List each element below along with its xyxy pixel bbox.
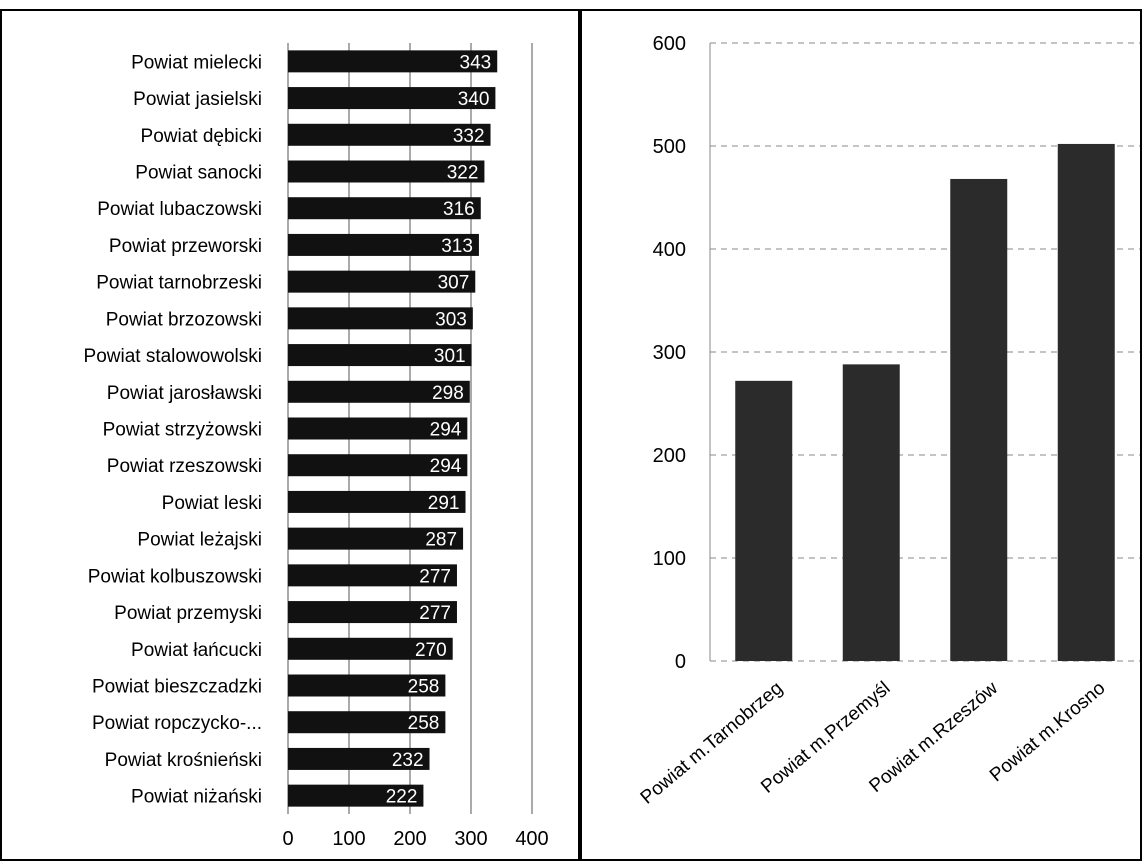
- bar: [288, 233, 479, 256]
- category-label: Powiat leski: [162, 493, 262, 514]
- category-label: Powiat tarnobrzeski: [96, 273, 262, 294]
- category-label: Powiat bieszczadzki: [92, 677, 262, 698]
- bar: [288, 527, 464, 550]
- bar: [288, 307, 473, 330]
- x-tick-label: 200: [393, 828, 426, 850]
- bar: [288, 123, 491, 146]
- bar: [288, 564, 457, 587]
- category-label: Powiat przemyski: [114, 603, 262, 624]
- bar: [288, 601, 457, 624]
- bar: [288, 454, 468, 477]
- bar-data-label: 258: [408, 713, 440, 734]
- bar: [288, 87, 496, 110]
- bar-data-label: 287: [425, 530, 457, 551]
- category-label: Powiat ropczycko-...: [92, 713, 262, 734]
- category-label: Powiat lubaczowski: [97, 199, 262, 220]
- bar: [288, 711, 446, 734]
- y-tick-label: 0: [675, 651, 686, 673]
- category-label: Powiat brzozowski: [106, 309, 262, 330]
- outer-border: [0, 9, 1142, 861]
- category-label: Powiat mielecki: [131, 52, 262, 73]
- bar: [288, 270, 476, 293]
- x-tick-label: 300: [454, 828, 487, 850]
- bar: [288, 344, 472, 367]
- bar-data-label: 294: [430, 456, 462, 477]
- bar: [288, 197, 481, 220]
- bar: [288, 380, 470, 403]
- bar-data-label: 332: [453, 126, 485, 147]
- bar: [288, 490, 466, 513]
- bar-data-label: 316: [443, 199, 475, 220]
- x-tick-label: 100: [332, 828, 365, 850]
- y-tick-label: 600: [653, 33, 686, 55]
- bar-data-label: 340: [458, 89, 490, 110]
- bar: [288, 637, 453, 660]
- y-tick-label: 500: [653, 136, 686, 158]
- category-label: Powiat stalowowolski: [84, 346, 262, 367]
- bar-data-label: 277: [419, 603, 451, 624]
- category-label: Powiat dębicki: [141, 126, 262, 147]
- category-label: Powiat krośnieński: [105, 750, 262, 771]
- bar-data-label: 301: [434, 346, 466, 367]
- bar-data-label: 270: [415, 640, 447, 661]
- bar: [950, 178, 1008, 661]
- y-tick-label: 200: [653, 445, 686, 467]
- bar: [288, 747, 430, 770]
- bar: [1057, 143, 1115, 661]
- x-tick-label: 0: [282, 828, 293, 850]
- bar: [288, 784, 424, 807]
- bar-data-label: 298: [432, 383, 464, 404]
- category-label: Powiat kolbuszowski: [88, 566, 262, 587]
- category-label: Powiat sanocki: [135, 163, 262, 184]
- y-tick-label: 300: [653, 342, 686, 364]
- category-label: Powiat m.Krosno: [986, 678, 1110, 786]
- category-label: Powiat jarosławski: [107, 383, 262, 404]
- bar-data-label: 277: [419, 566, 451, 587]
- category-label: Powiat jasielski: [133, 89, 262, 110]
- bar-data-label: 343: [460, 52, 492, 73]
- bar-data-label: 222: [386, 787, 418, 808]
- bar: [735, 380, 793, 661]
- bar-data-label: 322: [447, 163, 479, 184]
- bar: [288, 417, 468, 440]
- bar-data-label: 303: [435, 309, 467, 330]
- bar-data-label: 258: [408, 677, 440, 698]
- left-bar-chart: 0 100 200 300 400 343 Powiat mielecki 340 Powiat…: [84, 43, 549, 850]
- x-tick-label: 400: [515, 828, 548, 850]
- category-label: Powiat łańcucki: [131, 640, 262, 661]
- y-tick-label: 100: [653, 548, 686, 570]
- bar: [842, 364, 900, 661]
- bar-data-label: 291: [428, 493, 460, 514]
- category-label: Powiat strzyżowski: [103, 420, 262, 441]
- bar-data-label: 313: [441, 236, 473, 257]
- category-label: Powiat leżajski: [137, 530, 262, 551]
- y-tick-label: 400: [653, 239, 686, 261]
- bar: [288, 160, 485, 183]
- category-label: Powiat rzeszowski: [107, 456, 262, 477]
- bar-data-label: 232: [392, 750, 424, 771]
- category-label: Powiat niżański: [131, 787, 262, 808]
- category-label: Powiat przeworski: [109, 236, 262, 257]
- bar-data-label: 307: [438, 273, 470, 294]
- bar: [288, 50, 498, 73]
- bar: [288, 674, 446, 697]
- bar-data-label: 294: [430, 420, 462, 441]
